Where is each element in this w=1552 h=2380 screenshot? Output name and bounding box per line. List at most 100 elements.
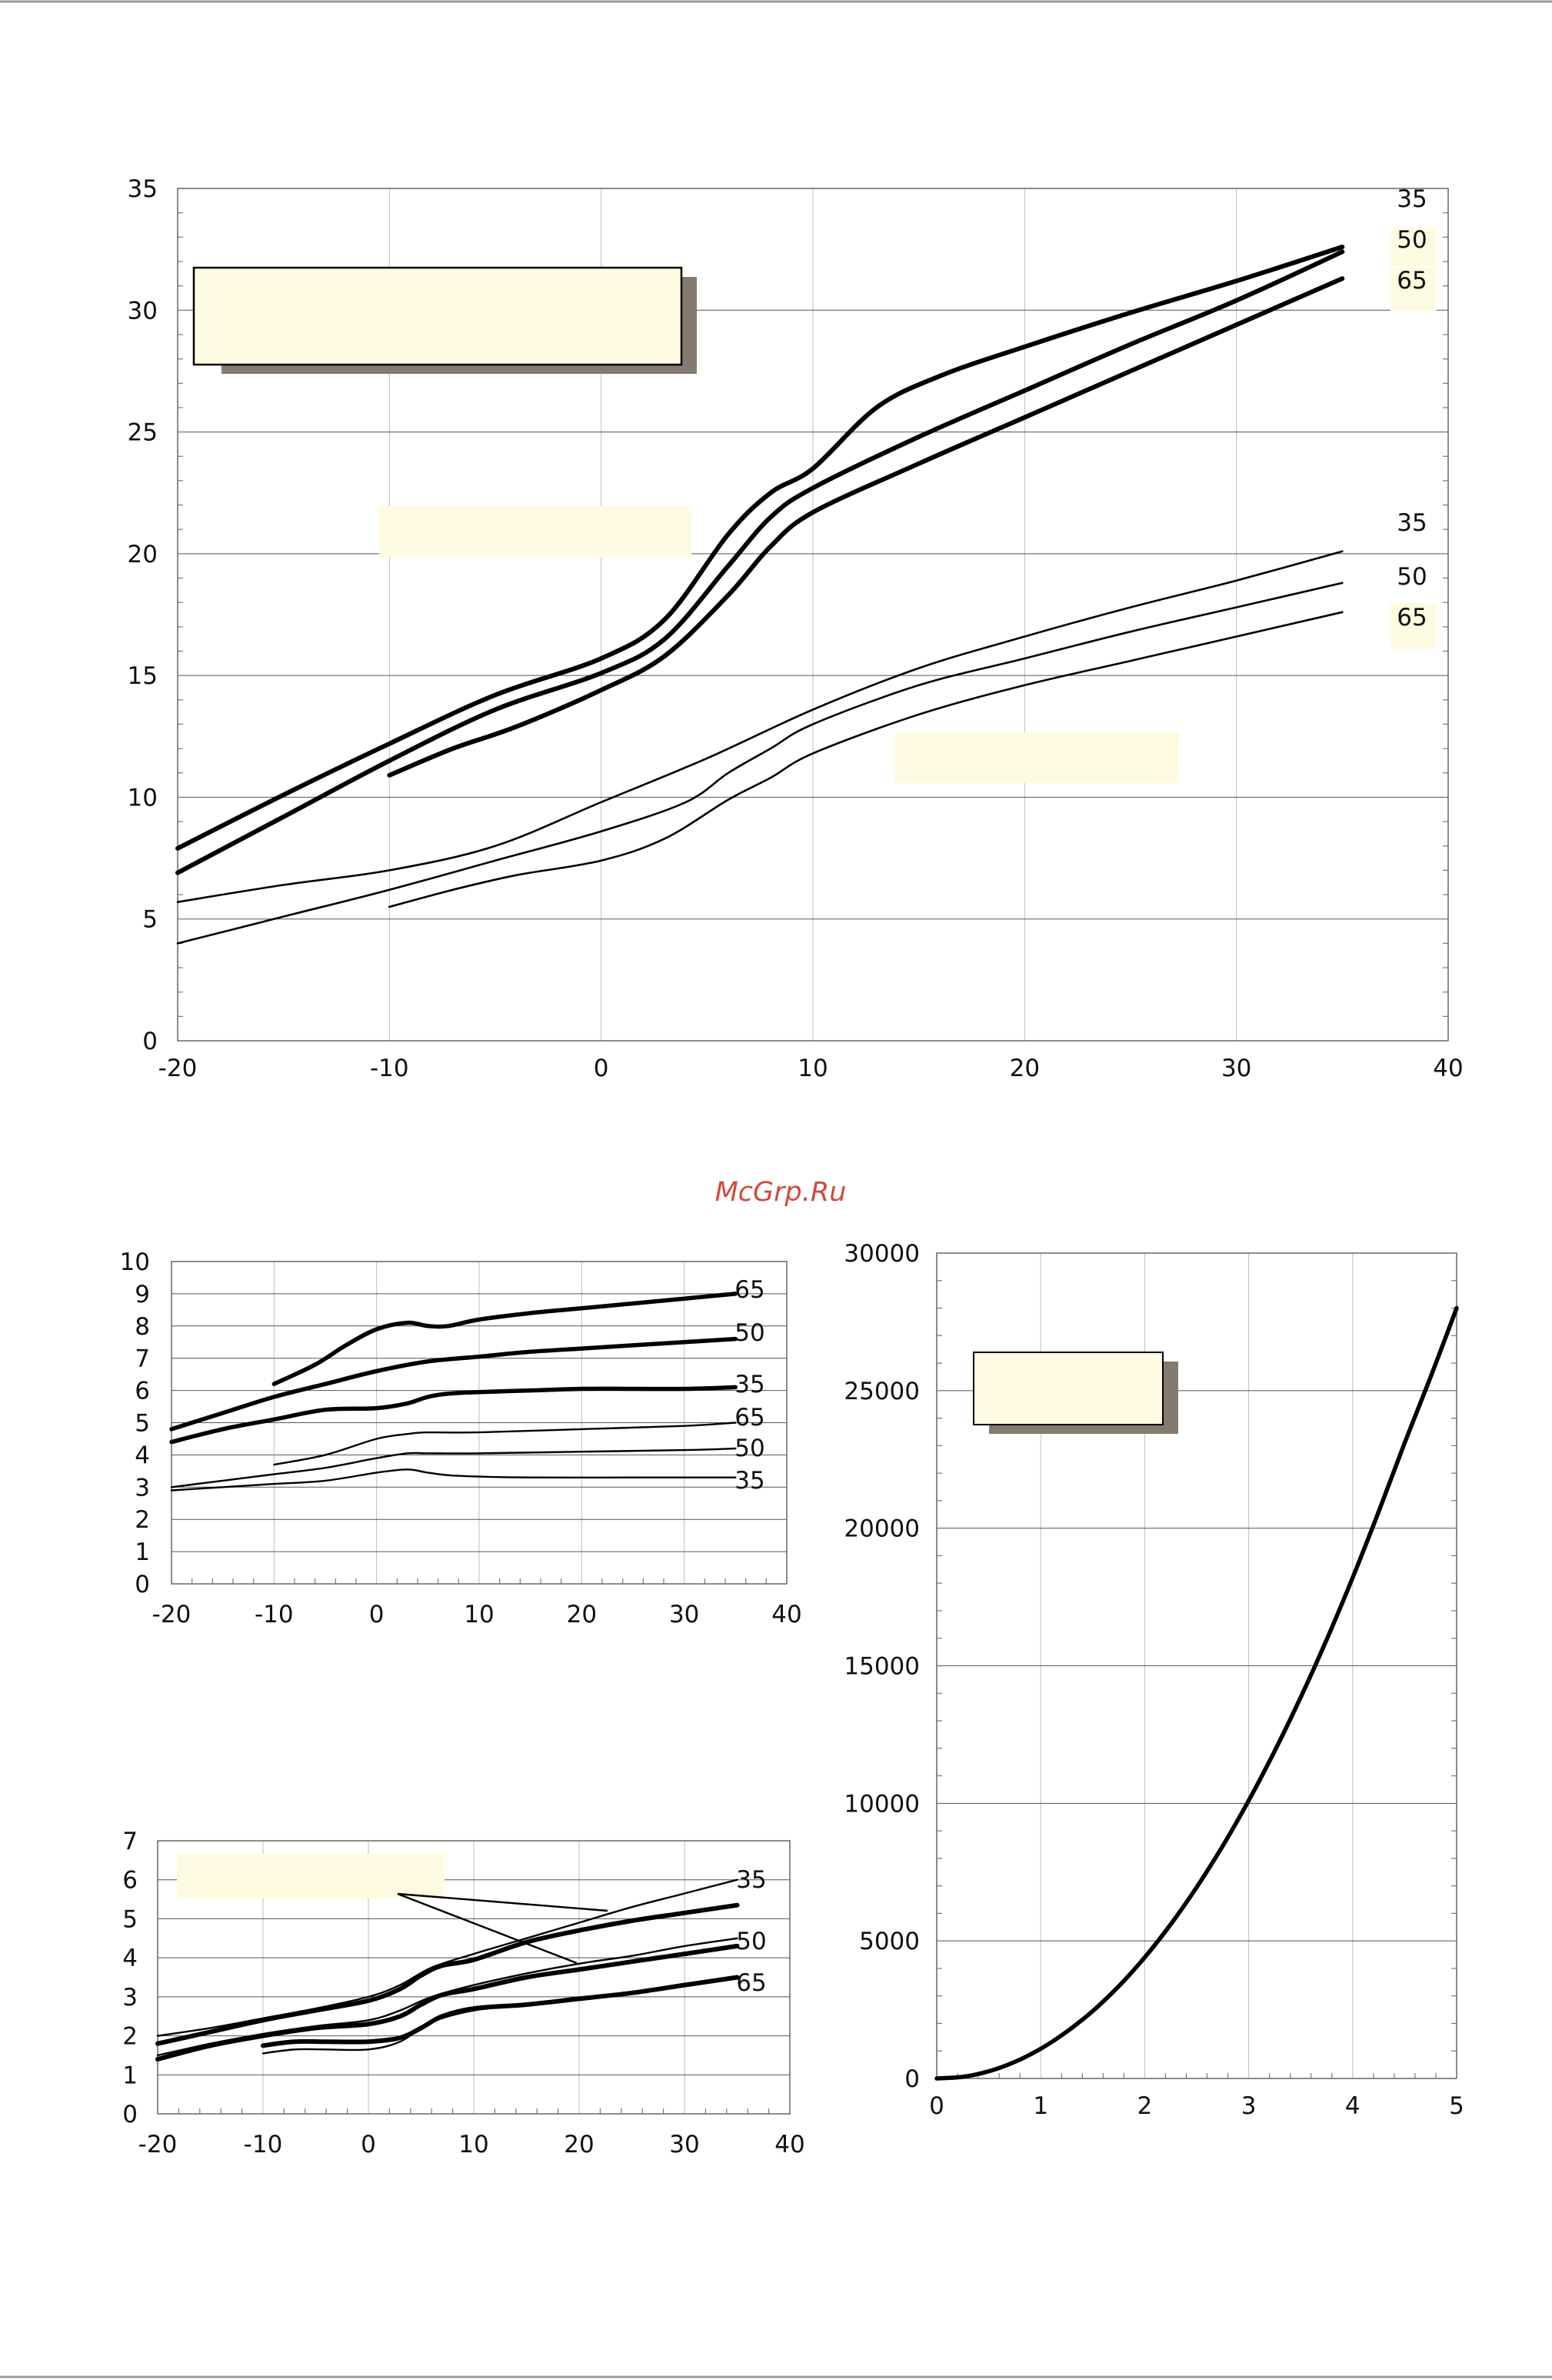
series-label: 65: [736, 1969, 766, 1997]
y-tick-label: 10: [128, 784, 158, 812]
y-tick-label: 5000: [859, 1928, 920, 1955]
x-tick-label: 40: [774, 2131, 804, 2158]
chart-middle-left: -20 -10 0 10 20 30 40 0 1 2 3 4 5 6 7 8 9 10 65 50 35 65 50 35: [120, 1248, 802, 1628]
y-tick-label: 7: [135, 1345, 150, 1373]
highlight-series-label-50: [1390, 228, 1437, 266]
x-tick-label: -20: [138, 2131, 178, 2158]
x-tick-label: 0: [929, 2092, 944, 2120]
x-tick-label: 10: [458, 2131, 488, 2158]
y-tick-label: 8: [135, 1313, 150, 1341]
series-line: [261, 1976, 738, 2055]
series-label: 65: [734, 1276, 764, 1304]
highlight-label: [177, 1854, 445, 1898]
x-tick-label: 40: [771, 1601, 801, 1628]
series-label: 35: [736, 1866, 766, 1894]
series-label: 65: [1397, 267, 1427, 295]
y-tick-label: 9: [135, 1281, 150, 1308]
series-line: [271, 1292, 738, 1386]
x-tick-label: 30: [669, 1601, 699, 1628]
series-line: [156, 1878, 738, 2037]
series-line: [156, 1937, 738, 2057]
series-line: [175, 245, 1345, 851]
plot-frame: [177, 188, 1449, 1042]
y-tick-label: 30: [128, 297, 158, 325]
plot-frame: [157, 1840, 791, 2115]
y-tick-label: 20: [128, 541, 158, 568]
x-tick-label: 3: [1241, 2092, 1257, 2120]
legend-box: [973, 1352, 1164, 1425]
highlight-label-upper: [379, 506, 691, 557]
series-label: 35: [1397, 185, 1427, 213]
x-tick-label: 20: [1010, 1055, 1040, 1082]
x-tick-label: 20: [567, 1601, 597, 1628]
series-line: [176, 582, 1344, 945]
y-tick-label: 6: [122, 1867, 138, 1895]
highlight-label-lower: [894, 732, 1179, 783]
highlight-series-label-65-lower: [1390, 603, 1437, 649]
series-line: [169, 1385, 738, 1445]
highlight-series-label-65: [1390, 268, 1437, 311]
series-line: [934, 1305, 1459, 2081]
y-tick-label: 6: [135, 1378, 150, 1405]
x-tick-label: 2: [1137, 2092, 1153, 2120]
y-tick-label: 1: [122, 2062, 138, 2089]
x-tick-label: 30: [669, 2131, 699, 2158]
x-tick-label: 0: [594, 1055, 609, 1082]
series-line: [387, 276, 1345, 778]
series-label: 35: [734, 1371, 764, 1398]
y-tick-label: 5: [142, 906, 158, 934]
series-line: [170, 1468, 737, 1492]
x-tick-label: 20: [564, 2131, 594, 2158]
x-tick-label: 40: [1433, 1055, 1463, 1082]
plot-frame: [171, 1261, 788, 1585]
main-chart: -20 -10 0 10 20 30 40 0 5 10 15 20 25 30 35 35 50 65 35 50 6…: [128, 175, 1464, 1082]
x-tick-label: 30: [1221, 1055, 1251, 1082]
chart-right: 0 1 2 3 4 5 0 5000 10000 15000 20000 25000 30000: [844, 1240, 1464, 2120]
x-tick-label: 10: [464, 1601, 494, 1628]
series-line: [176, 550, 1344, 903]
y-tick-label: 2: [135, 1506, 150, 1534]
y-tick-label: 3: [135, 1474, 150, 1502]
y-tick-label: 4: [122, 1945, 138, 1972]
series-line: [273, 1422, 737, 1466]
legend-box: [192, 266, 683, 366]
series-label: 65: [1397, 604, 1427, 632]
x-tick-label: -10: [370, 1055, 409, 1082]
series-label: 50: [1397, 226, 1427, 254]
y-tick-label: 0: [904, 2065, 920, 2093]
series-label: 50: [1397, 563, 1427, 591]
watermark: McGrp.Ru: [715, 1177, 847, 1208]
series-line: [175, 249, 1345, 875]
y-tick-label: 2: [122, 2023, 138, 2051]
y-tick-label: 20000: [844, 1515, 920, 1543]
x-tick-label: -10: [255, 1601, 294, 1628]
x-tick-label: -20: [158, 1055, 198, 1082]
y-tick-label: 1: [135, 1538, 150, 1566]
y-tick-label: 30000: [844, 1240, 920, 1268]
series-line: [155, 1943, 740, 2062]
x-tick-label: 4: [1345, 2092, 1360, 2120]
series-label: 50: [734, 1319, 764, 1347]
y-tick-label: 15000: [844, 1653, 920, 1681]
y-tick-label: 5: [122, 1905, 138, 1933]
x-tick-label: 0: [369, 1601, 385, 1628]
leader-line: [397, 1892, 608, 1912]
y-tick-label: 15: [128, 662, 158, 690]
y-tick-label: 25000: [844, 1378, 920, 1405]
x-tick-label: -20: [152, 1601, 192, 1628]
y-tick-label: 7: [122, 1828, 138, 1855]
series-line: [170, 1447, 737, 1488]
x-tick-label: -10: [244, 2131, 283, 2158]
series-line: [155, 1902, 740, 2046]
x-tick-label: 10: [798, 1055, 828, 1082]
y-tick-label: 10000: [844, 1790, 920, 1818]
series-label: 35: [1397, 509, 1427, 537]
series-label: 35: [734, 1467, 764, 1495]
x-tick-label: 5: [1449, 2092, 1464, 2120]
leader-line: [397, 1892, 578, 1965]
series-label: 50: [734, 1435, 764, 1462]
y-tick-label: 25: [128, 419, 158, 447]
x-tick-label: 1: [1033, 2092, 1048, 2120]
chart-bottom-left: -20 -10 0 10 20 30 40 0 1 2 3 4 5 6 7 35 50 65: [122, 1828, 804, 2158]
y-tick-label: 0: [142, 1028, 158, 1055]
